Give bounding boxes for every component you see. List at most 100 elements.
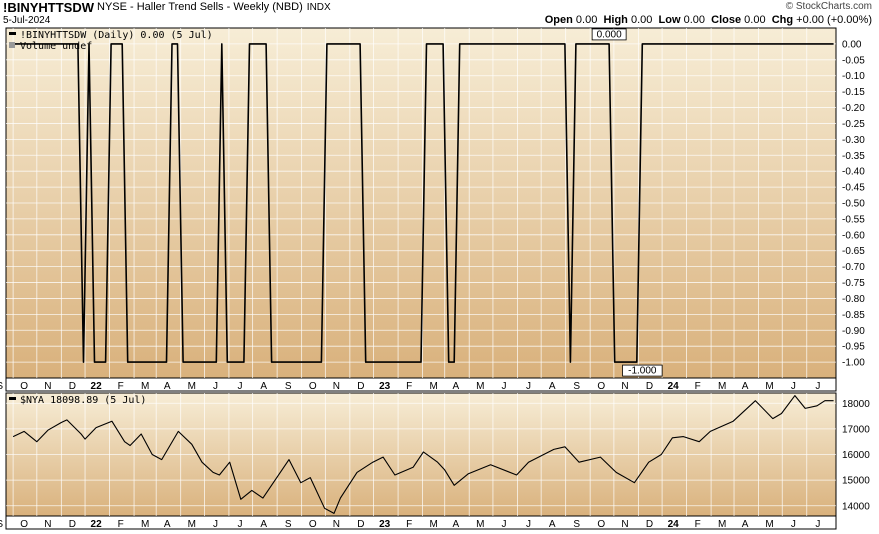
x-tick-label: S: [573, 381, 580, 392]
x-tick-label: A: [164, 519, 171, 530]
x-tick-label: M: [429, 381, 437, 392]
legend-swatch-volume: [9, 42, 15, 48]
close-label: Close: [711, 14, 742, 26]
x-axis: S O N D 22 F M A M J J A S O N D 23 F M A M J J A S O N D 24 F M A M J J: [0, 377, 837, 392]
x-tick-label: J: [237, 381, 242, 392]
x-tick-label: D: [646, 519, 653, 530]
x-tick-label: S: [285, 519, 292, 530]
value-annotation-box: [591, 28, 627, 41]
x-tick-label: M: [476, 381, 484, 392]
y-tick-label: -0.20: [842, 103, 865, 114]
x-tick-label: S: [573, 519, 580, 530]
x-tick-label: 22: [91, 381, 103, 392]
x-tick-label: M: [718, 519, 726, 530]
x-tick-label: J: [213, 519, 218, 530]
y-tick-label: -0.15: [842, 87, 865, 98]
stockcharts-credit: © StockCharts.com: [785, 1, 872, 12]
x-tick-label: M: [476, 519, 484, 530]
legend-swatch: [9, 397, 16, 400]
x-axis-band: [5, 377, 837, 392]
value-annotation: -1.000: [628, 366, 657, 377]
open-label: Open: [544, 14, 573, 26]
x-tick-label: O: [597, 519, 605, 530]
symbol-description: NYSE - Haller Trend Sells - Weekly (NBD)…: [97, 1, 331, 13]
x-tick-label: J: [791, 381, 796, 392]
y-tick-label: -0.75: [842, 278, 865, 289]
legend-swatch: [9, 32, 16, 35]
x-tick-label: J: [526, 519, 531, 530]
value-annotation: 0.000: [597, 29, 622, 40]
high-label: High: [603, 14, 628, 26]
x-tick-label: J: [815, 519, 820, 530]
y-tick-label: -0.85: [842, 310, 865, 321]
chg-label: Chg: [771, 14, 794, 26]
x-tick-label: M: [141, 519, 149, 530]
x-tick-label: M: [765, 381, 773, 392]
y-tick-label: -1.00: [842, 358, 865, 369]
x-tick-label: M: [718, 381, 726, 392]
x-tick-label: F: [406, 381, 412, 392]
x-tick-label: O: [597, 381, 605, 392]
x-tick-label: F: [118, 381, 124, 392]
y-tick-label: -0.40: [842, 167, 865, 178]
x-tick-label: J: [213, 381, 218, 392]
y-tick-label: -0.45: [842, 183, 865, 194]
x-tick-label: J: [237, 519, 242, 530]
x-tick-label: J: [502, 381, 507, 392]
x-tick-label: J: [526, 381, 531, 392]
x-tick-label: S: [0, 519, 3, 530]
y-tick-label: 14000: [842, 501, 870, 512]
x-tick-label: A: [260, 381, 267, 392]
x-tick-label: D: [357, 519, 364, 530]
ohlc-readout: Open 0.00 High 0.00 Low 0.00 Close 0.00 …: [545, 14, 872, 26]
y-tick-label: -0.50: [842, 199, 865, 210]
open-value: 0.00: [575, 14, 598, 26]
y-tick-label: -0.65: [842, 246, 865, 257]
x-tick-label: 22: [91, 519, 103, 530]
x-tick-label: A: [549, 381, 556, 392]
x-tick-label: D: [69, 519, 76, 530]
x-tick-label: D: [646, 381, 653, 392]
x-tick-label: M: [188, 381, 196, 392]
y-tick-label: -0.55: [842, 214, 865, 225]
description-text: NYSE - Haller Trend Sells - Weekly (NBD): [97, 1, 303, 13]
y-tick-label: -0.95: [842, 342, 865, 353]
x-tick-label: O: [309, 519, 317, 530]
x-tick-label: M: [141, 381, 149, 392]
x-tick-label: S: [0, 381, 3, 392]
x-tick-label: D: [69, 381, 76, 392]
x-tick-label: A: [164, 381, 171, 392]
x-tick-label: A: [742, 519, 749, 530]
y-tick-label: -0.10: [842, 71, 865, 82]
y-tick-label: 17000: [842, 424, 870, 435]
x-tick-label: M: [188, 519, 196, 530]
y-tick-label: -0.35: [842, 151, 865, 162]
y-tick-label: -0.90: [842, 326, 865, 337]
y-tick-label: 18000: [842, 399, 870, 410]
x-tick-label: N: [621, 381, 628, 392]
x-tick-label: M: [765, 519, 773, 530]
x-tick-label: A: [742, 381, 749, 392]
x-tick-label: 24: [668, 519, 680, 530]
chg-value: +0.00 (+0.00%): [796, 14, 872, 26]
x-tick-label: A: [549, 519, 556, 530]
indicator-series-line: [11, 43, 834, 363]
y-tick-label: -0.80: [842, 294, 865, 305]
x-tick-label: F: [118, 519, 124, 530]
x-tick-label: J: [502, 519, 507, 530]
x-tick-label: O: [20, 381, 28, 392]
value-annotation-box: [622, 364, 663, 377]
indicator-panel: S O N D 22 F M A M J J A S O N D 23 F M A M J J A S O N D 24 F M A M J J 0.…: [0, 27, 865, 392]
x-tick-label: F: [695, 519, 701, 530]
symbol-title: !BINYHTTSDW: [3, 0, 94, 15]
x-tick-label: 24: [668, 381, 680, 392]
x-tick-label: A: [260, 519, 267, 530]
x-tick-label: 23: [379, 381, 391, 392]
y-tick-label: -0.30: [842, 135, 865, 146]
x-tick-label: J: [791, 519, 796, 530]
x-tick-label: F: [695, 381, 701, 392]
y-tick-label: 16000: [842, 450, 870, 461]
low-label: Low: [658, 14, 681, 26]
y-tick-label: 0.00: [842, 39, 862, 50]
x-tick-label: M: [429, 519, 437, 530]
